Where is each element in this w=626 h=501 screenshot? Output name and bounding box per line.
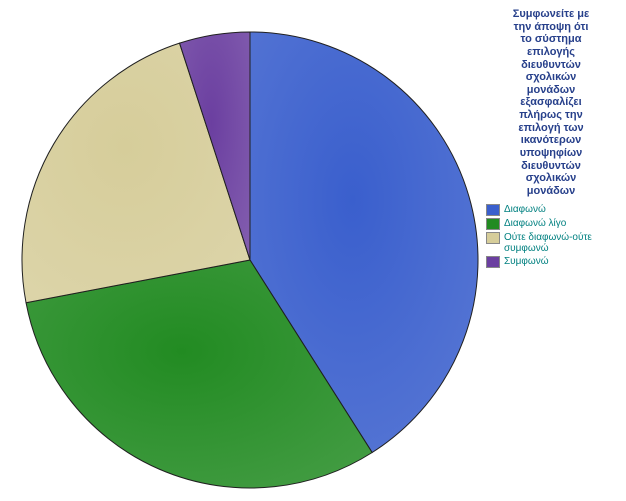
- legend-title-line: επιλογής: [486, 46, 616, 59]
- legend-title-line: πλήρως την: [486, 109, 616, 122]
- pie-slices-group: [22, 32, 478, 488]
- legend-title: Συμφωνείτε μετην άποψη ότιτο σύστημαεπιλ…: [486, 8, 616, 198]
- legend-title-line: επιλογή των: [486, 122, 616, 135]
- legend-item: Διαφωνώ λίγο: [486, 218, 616, 230]
- legend-title-line: διευθυντών: [486, 59, 616, 72]
- legend-label: Διαφωνώ λίγο: [504, 218, 566, 229]
- legend-items: Διαφωνώ Διαφωνώ λίγο Ούτε διαφωνώ-ούτε συμ…: [486, 204, 616, 268]
- legend-swatch: [486, 204, 500, 216]
- legend-item: Διαφωνώ: [486, 204, 616, 216]
- legend-title-line: μονάδων: [486, 185, 616, 198]
- legend-title-line: υποψηφίων: [486, 147, 616, 160]
- legend-item: Ούτε διαφωνώ-ούτε συμφωνώ: [486, 232, 616, 254]
- legend-label: Ούτε διαφωνώ-ούτε συμφωνώ: [504, 232, 616, 254]
- legend-title-line: σχολικών: [486, 172, 616, 185]
- legend-title-line: το σύστημα: [486, 33, 616, 46]
- legend-swatch: [486, 256, 500, 268]
- legend-swatch: [486, 232, 500, 244]
- legend-swatch: [486, 218, 500, 230]
- legend-label: Διαφωνώ: [504, 204, 546, 215]
- legend-item: Συμφωνώ: [486, 256, 616, 268]
- legend-title-line: μονάδων: [486, 84, 616, 97]
- legend-panel: Συμφωνείτε μετην άποψη ότιτο σύστημαεπιλ…: [486, 8, 616, 270]
- pie-chart-container: Συμφωνείτε μετην άποψη ότιτο σύστημαεπιλ…: [0, 0, 626, 501]
- pie-chart-svg: [0, 0, 500, 501]
- legend-title-line: εξασφαλίζει: [486, 96, 616, 109]
- legend-title-line: σχολικών: [486, 71, 616, 84]
- legend-title-line: διευθυντών: [486, 160, 616, 173]
- legend-title-line: Συμφωνείτε με: [486, 8, 616, 21]
- legend-title-line: ικανότερων: [486, 134, 616, 147]
- legend-title-line: την άποψη ότι: [486, 21, 616, 34]
- legend-label: Συμφωνώ: [504, 256, 549, 267]
